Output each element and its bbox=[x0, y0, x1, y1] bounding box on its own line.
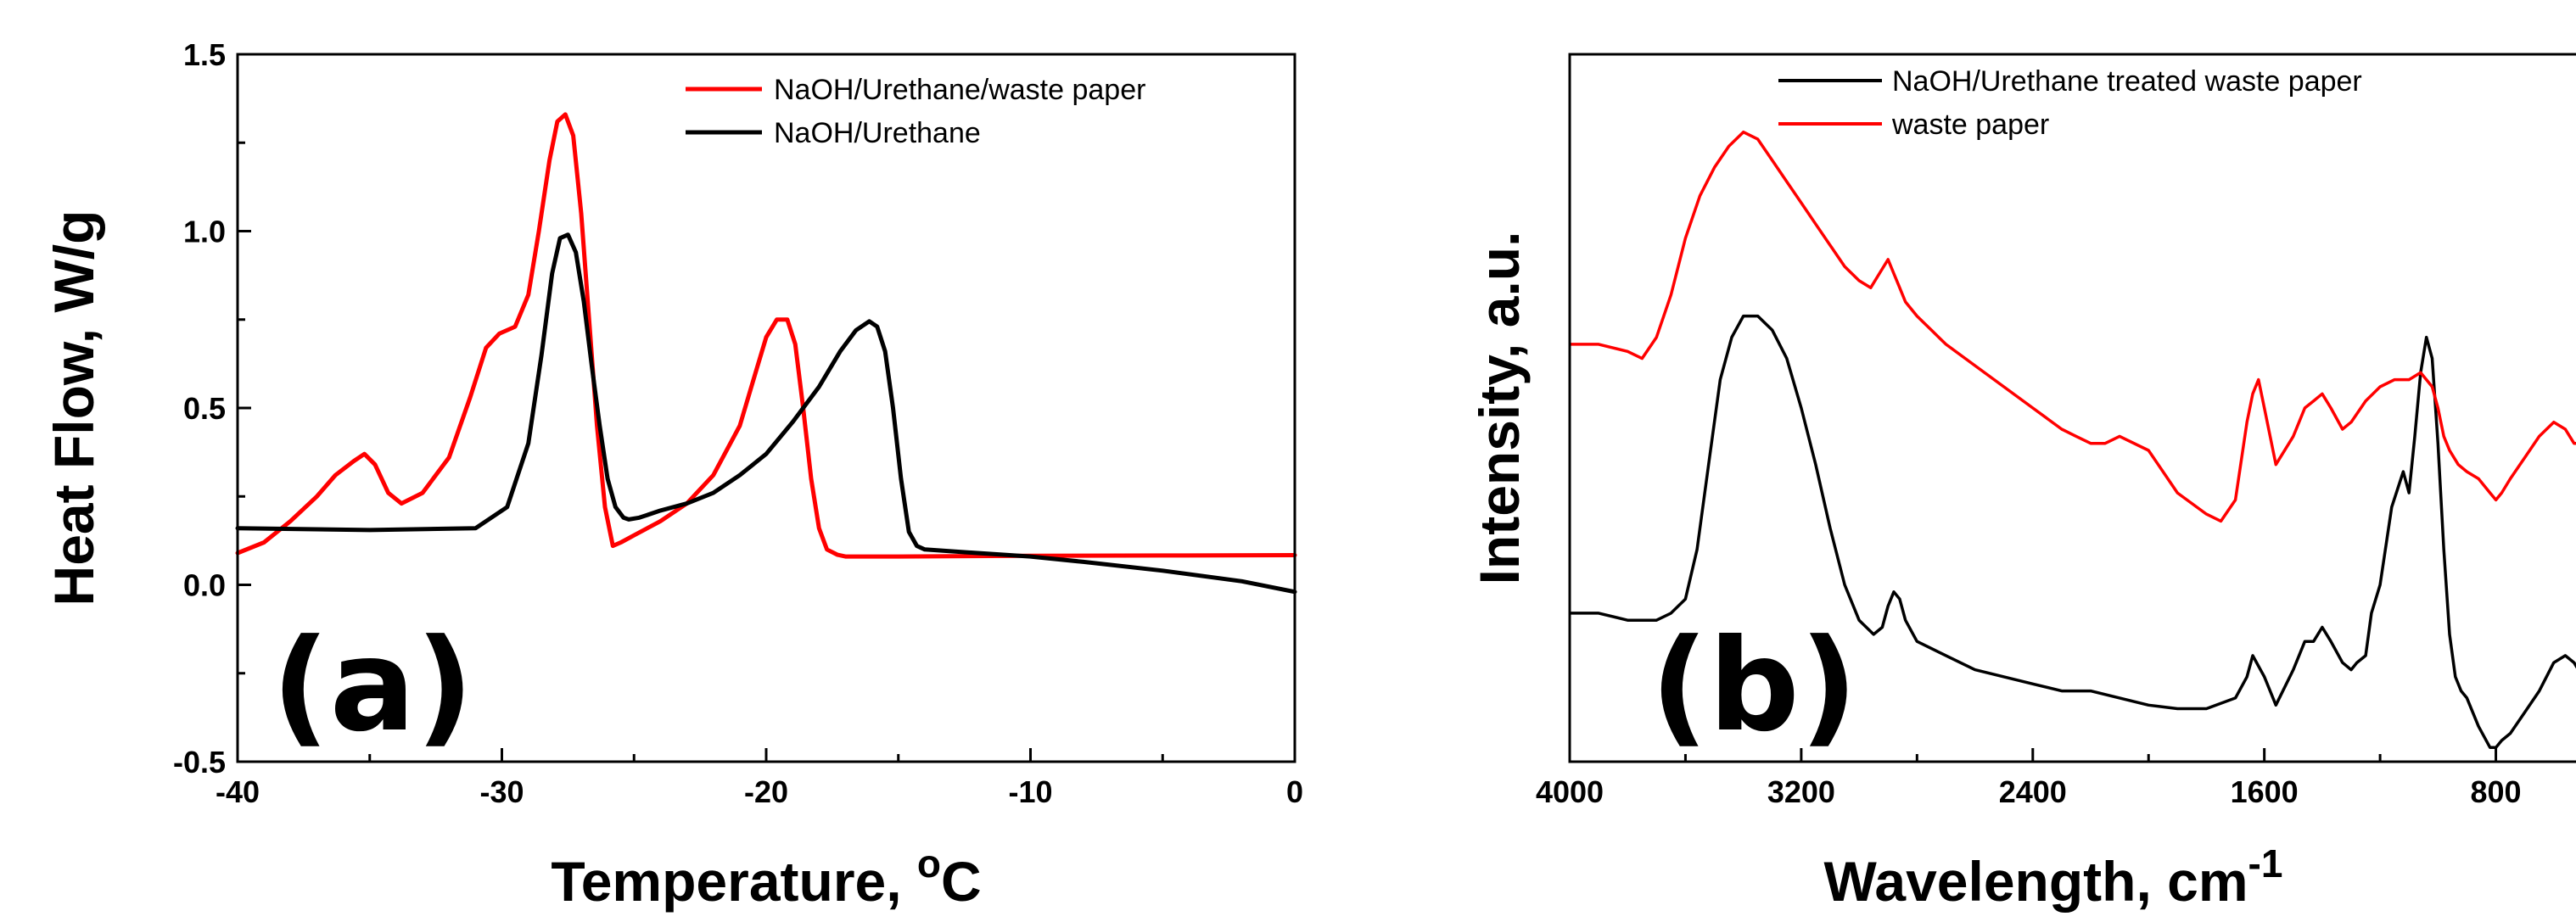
panel-b-label: (b) bbox=[1650, 612, 1857, 760]
panel-b-series-1-line bbox=[1570, 130, 2576, 523]
panel-a-label: (a) bbox=[272, 612, 473, 760]
panel-b-xlabel: Wavelength, cm-1 bbox=[1824, 841, 2283, 913]
panel-a-xtick-label: -30 bbox=[479, 774, 524, 809]
panel-a-ticks: -40 -30 -20 -10 0 -0.5 0.0 0.5 1.0 1.5 bbox=[173, 37, 1303, 809]
panel-b-xtick-label: 4000 bbox=[1536, 774, 1604, 809]
panel-a-ylabel: Heat Flow, W/g bbox=[42, 210, 105, 606]
panel-a-ytick-label: 0.5 bbox=[183, 391, 226, 426]
panel-a: -40 -30 -20 -10 0 -0.5 0.0 0.5 1.0 1.5 Temperatur… bbox=[42, 37, 1303, 913]
panel-b-series-layer bbox=[1570, 130, 2576, 750]
panel-b-ticks: 4000 3200 2400 1600 800 bbox=[1536, 748, 2522, 809]
panel-a-series-0-line bbox=[235, 112, 1297, 559]
panel-b-ylabel: Intensity, a.u. bbox=[1468, 232, 1531, 585]
panel-b-legend-label-1: waste paper bbox=[1891, 109, 2049, 141]
panel-a-xtick-label: -40 bbox=[216, 774, 260, 809]
panel-a-xtick-label: -10 bbox=[1008, 774, 1052, 809]
panel-b-plot-frame bbox=[1568, 53, 2576, 763]
panel-a-ytick-label: 1.5 bbox=[183, 37, 226, 72]
panel-a-xtick-label: 0 bbox=[1286, 774, 1303, 809]
panel-b-series-0-line bbox=[1570, 314, 2576, 750]
panel-a-legend-label-1: NaOH/Urethane bbox=[774, 117, 981, 149]
panel-a-xtick-label: -20 bbox=[744, 774, 788, 809]
panel-b-xtick-label: 800 bbox=[2471, 774, 2522, 809]
panel-a-legend-label-0: NaOH/Urethane/waste paper bbox=[774, 74, 1145, 106]
panel-a-ytick-label: -0.5 bbox=[173, 745, 226, 780]
panel-a-series-layer bbox=[235, 112, 1297, 595]
panel-a-ytick-label: 1.0 bbox=[183, 215, 226, 249]
panel-b-xtick-label: 3200 bbox=[1767, 774, 1835, 809]
panel-a-series-1-line bbox=[235, 232, 1297, 595]
panel-a-legend: NaOH/Urethane/waste paper NaOH/Urethane bbox=[686, 74, 1145, 149]
panel-b-legend-label-0: NaOH/Urethane treated waste paper bbox=[1892, 65, 2362, 98]
panel-b-legend: NaOH/Urethane treated waste paper waste … bbox=[1778, 65, 2362, 141]
panel-a-xlabel: Temperature, oC bbox=[551, 841, 981, 913]
panel-a-ytick-label: 0.0 bbox=[183, 568, 226, 603]
panel-b-xtick-label: 1600 bbox=[2231, 774, 2299, 809]
panel-b-xtick-label: 2400 bbox=[1999, 774, 2067, 809]
panel-b: 4000 3200 2400 1600 800 Wavelength, cm-1 Int… bbox=[1468, 53, 2576, 913]
